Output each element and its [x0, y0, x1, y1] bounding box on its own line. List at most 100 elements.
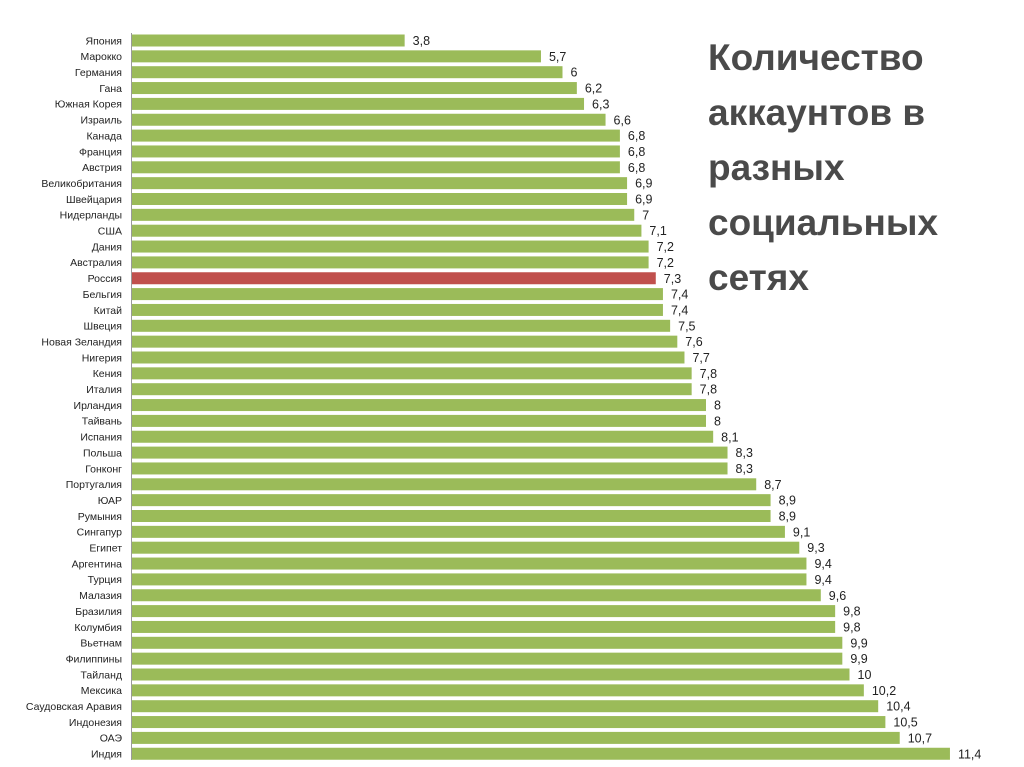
bar — [132, 97, 585, 110]
bar — [132, 652, 843, 665]
value-label: 8 — [714, 414, 721, 428]
category-label: Дания — [92, 241, 122, 253]
chart-title-line: аккаунтов в — [708, 92, 926, 133]
value-label: 5,7 — [549, 50, 566, 64]
category-label: Гонконг — [85, 463, 122, 475]
value-label: 8,3 — [736, 462, 753, 476]
category-label: Кения — [93, 368, 122, 380]
bar — [132, 446, 728, 459]
bar — [132, 288, 663, 301]
chart-title-line: Количество — [708, 37, 924, 78]
category-label: Австрия — [82, 162, 122, 174]
category-label: Индия — [91, 749, 122, 761]
value-label: 6,9 — [635, 177, 652, 191]
bar — [132, 605, 836, 618]
bar — [132, 620, 836, 633]
value-label: 8 — [714, 399, 721, 413]
bar — [132, 351, 685, 364]
bar — [132, 303, 663, 316]
bar — [132, 34, 405, 47]
bar — [132, 541, 800, 554]
value-label: 8,3 — [736, 446, 753, 460]
bar — [132, 367, 692, 380]
category-label: ЮАР — [98, 495, 122, 507]
bar — [132, 208, 635, 221]
category-label: Швейцария — [66, 194, 122, 206]
category-label: Вьетнам — [80, 638, 122, 650]
bar — [132, 573, 807, 586]
category-label: Мексика — [81, 685, 122, 697]
value-label: 10,2 — [872, 684, 896, 698]
bar — [132, 113, 606, 126]
value-label: 7,2 — [657, 256, 674, 270]
value-label: 3,8 — [413, 34, 430, 48]
category-label: Япония — [86, 35, 122, 47]
value-label: 7,4 — [671, 288, 688, 302]
category-label: США — [98, 226, 122, 238]
value-label: 6,9 — [635, 193, 652, 207]
chart-title-line: социальных — [708, 202, 939, 243]
value-label: 10,4 — [886, 700, 910, 714]
category-label: Испания — [80, 432, 122, 444]
value-label: 7,7 — [692, 351, 709, 365]
value-label: 6 — [571, 66, 578, 80]
category-label: ОАЭ — [100, 733, 123, 745]
bar — [132, 731, 900, 744]
category-label: Франция — [79, 146, 122, 158]
value-label: 9,8 — [843, 620, 860, 634]
category-label: Малазия — [79, 590, 122, 602]
value-label: 7,8 — [700, 383, 717, 397]
value-label: 6,8 — [628, 129, 645, 143]
category-label: Польша — [83, 447, 122, 459]
category-label: Колумбия — [74, 622, 122, 634]
category-label: Германия — [75, 67, 122, 79]
value-label: 10 — [858, 668, 872, 682]
category-label: Нигерия — [82, 352, 122, 364]
category-label: Новая Зеландия — [41, 336, 122, 348]
value-label: 6,8 — [628, 161, 645, 175]
category-label: Италия — [86, 384, 122, 396]
category-label: Бразилия — [75, 606, 122, 618]
bar — [132, 129, 620, 142]
bar — [132, 747, 950, 760]
value-labels-group: 3,85,766,26,36,66,86,86,86,96,977,17,27,… — [413, 34, 982, 761]
value-label: 8,1 — [721, 430, 738, 444]
category-label: Марокко — [80, 51, 122, 63]
category-label: Россия — [88, 273, 122, 285]
value-label: 6,2 — [585, 82, 602, 96]
category-label: Нидерланды — [60, 210, 122, 222]
chart-title-line: разных — [708, 147, 845, 188]
category-label: Ирландия — [74, 400, 122, 412]
category-label: Сингапур — [77, 527, 123, 539]
category-label: Аргентина — [72, 558, 123, 570]
category-label: Португалия — [66, 479, 122, 491]
value-label: 7,3 — [664, 272, 681, 286]
category-label: Тайланд — [80, 669, 122, 681]
value-label: 7,1 — [649, 224, 666, 238]
value-label: 7,6 — [685, 335, 702, 349]
value-label: 6,8 — [628, 145, 645, 159]
bar — [132, 525, 785, 538]
value-label: 9,1 — [793, 525, 810, 539]
bar — [132, 240, 649, 253]
category-label: Гана — [99, 83, 122, 95]
value-label: 9,8 — [843, 605, 860, 619]
bar — [132, 684, 864, 697]
bars-group — [132, 34, 950, 760]
bar — [132, 414, 706, 427]
bar — [132, 462, 728, 475]
bar — [132, 668, 850, 681]
bar — [132, 700, 879, 713]
category-label: Китай — [94, 305, 123, 317]
bar — [132, 272, 656, 285]
category-label: Южная Корея — [55, 99, 122, 111]
value-label: 8,7 — [764, 478, 781, 492]
category-label: Канада — [86, 130, 122, 142]
bar — [132, 430, 714, 443]
bar — [132, 399, 706, 412]
value-label: 11,4 — [958, 747, 981, 761]
value-label: 9,9 — [850, 652, 867, 666]
value-label: 9,9 — [850, 636, 867, 650]
value-label: 9,6 — [829, 589, 846, 603]
